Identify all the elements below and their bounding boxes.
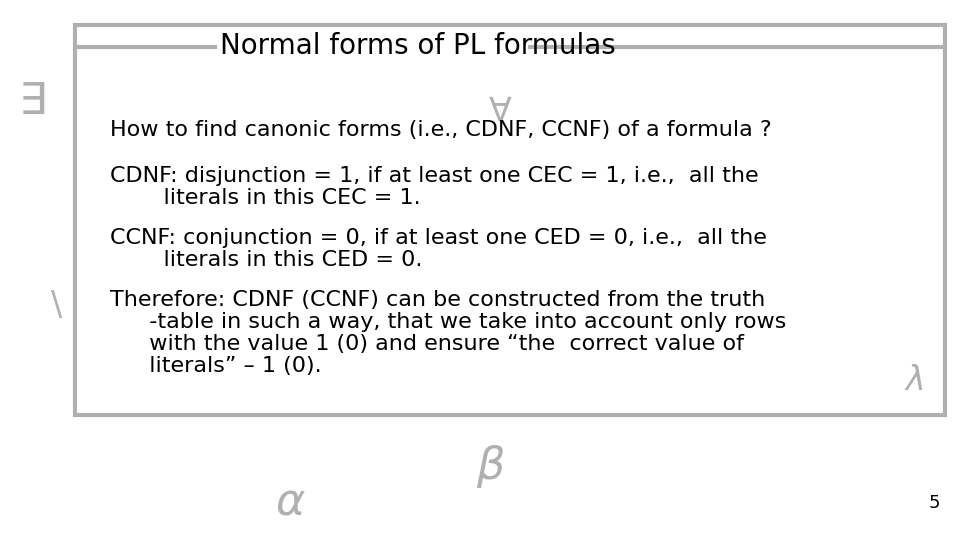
Bar: [75, 25, 945, 415]
Text: -table in such a way, that we take into account only rows: -table in such a way, that we take into …: [135, 312, 786, 332]
Text: 5: 5: [928, 494, 940, 512]
Text: CDNF: disjunction = 1, if at least one CEC = 1, i.e.,  all the: CDNF: disjunction = 1, if at least one C…: [110, 166, 758, 186]
Text: ∃: ∃: [19, 80, 47, 123]
Text: ∀: ∀: [489, 95, 512, 128]
Text: α: α: [276, 482, 304, 524]
Text: literals in this CED = 0.: literals in this CED = 0.: [135, 250, 422, 270]
Text: with the value 1 (0) and ensure “the  correct value of: with the value 1 (0) and ensure “the cor…: [135, 334, 744, 354]
Text: Normal forms of PL formulas: Normal forms of PL formulas: [220, 32, 615, 60]
Text: β: β: [476, 446, 504, 489]
Text: λ: λ: [905, 364, 924, 397]
Text: literals” – 1 (0).: literals” – 1 (0).: [135, 356, 322, 376]
Text: How to find canonic forms (i.e., CDNF, CCNF) of a formula ?: How to find canonic forms (i.e., CDNF, C…: [110, 120, 772, 140]
Text: Therefore: CDNF (CCNF) can be constructed from the truth: Therefore: CDNF (CCNF) can be constructe…: [110, 290, 765, 310]
Text: literals in this CEC = 1.: literals in this CEC = 1.: [135, 188, 420, 208]
Text: \: \: [52, 288, 62, 321]
Text: CCNF: conjunction = 0, if at least one CED = 0, i.e.,  all the: CCNF: conjunction = 0, if at least one C…: [110, 228, 767, 248]
